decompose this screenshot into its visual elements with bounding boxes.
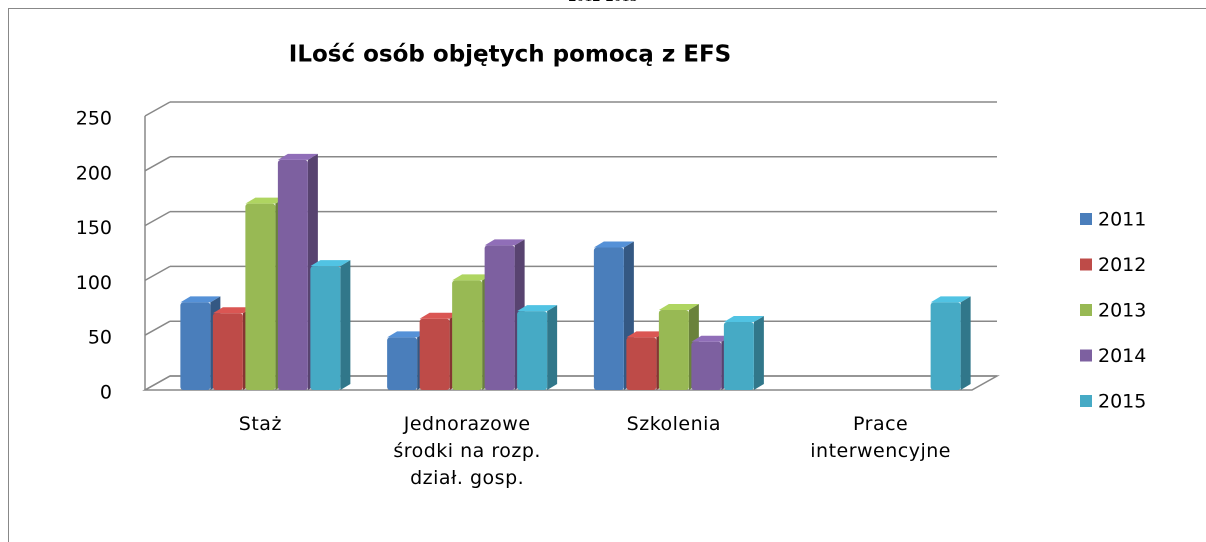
y-tick-label: 200 (76, 162, 112, 184)
bar (723, 322, 754, 390)
bar (245, 203, 276, 390)
y-tick-label: 100 (76, 272, 112, 294)
bar (626, 337, 657, 390)
chart-title: ILość osób objętych pomocą z EFS (289, 42, 731, 68)
bar (484, 245, 515, 390)
legend-label: 2012 (1098, 254, 1146, 276)
bar (691, 341, 722, 390)
bar (517, 311, 548, 390)
page-heading: 2012-2015 (0, 0, 1206, 6)
bar (452, 280, 483, 390)
legend-label: 2014 (1098, 345, 1146, 367)
bar (658, 309, 689, 390)
y-tick-label: 250 (76, 108, 112, 130)
bar-side (753, 316, 764, 390)
legend-label: 2013 (1098, 300, 1146, 322)
grid-diagonal (144, 265, 171, 282)
bar-top (658, 303, 699, 310)
legend-swatch (1080, 258, 1092, 271)
x-tick-label: Prace interwencyjne (810, 413, 951, 462)
grid-diagonal (144, 320, 171, 336)
bar-top (387, 331, 428, 338)
bar (593, 247, 624, 390)
legend-swatch (1080, 349, 1092, 362)
bar-top (212, 307, 253, 314)
bar (310, 266, 341, 390)
bar-top (277, 153, 318, 160)
bar-top (691, 335, 732, 342)
y-tick-label: 150 (76, 217, 112, 239)
bar-top (310, 260, 351, 267)
bar (277, 159, 308, 390)
x-tick-label: Szkolenia (626, 413, 722, 435)
bar-top (930, 296, 971, 303)
bar-top (517, 305, 558, 312)
bar (212, 313, 243, 390)
bar-top (452, 274, 493, 281)
bar-side (340, 260, 351, 390)
y-tick-label: 50 (88, 327, 112, 349)
grid-diagonal (144, 156, 171, 172)
chart-frame (8, 8, 1206, 542)
bar (387, 337, 418, 390)
bar-top (245, 197, 286, 204)
legend-swatch (1080, 395, 1092, 407)
y-tick-label: 0 (100, 382, 112, 404)
bar-top (626, 331, 667, 338)
bar-side (547, 305, 558, 390)
bar-top (723, 316, 764, 323)
bar (930, 302, 961, 390)
bar-top (180, 296, 221, 303)
x-tick-label: Staż (238, 413, 282, 435)
legend-swatch (1080, 213, 1092, 225)
grid-diagonal (144, 101, 171, 117)
bar-side (960, 296, 971, 390)
bar-top (593, 241, 634, 248)
x-tick-label: Jednorazowe środki na rozp. dział. gosp. (393, 413, 541, 489)
bar (419, 318, 450, 390)
bar-top (484, 239, 525, 246)
legend-label: 2015 (1098, 391, 1146, 413)
legend-label: 2011 (1098, 209, 1146, 231)
grid-diagonal (144, 210, 171, 227)
bar-top (419, 312, 460, 319)
legend-swatch (1080, 304, 1092, 316)
bar (180, 302, 211, 390)
grid-diagonal (144, 375, 171, 391)
